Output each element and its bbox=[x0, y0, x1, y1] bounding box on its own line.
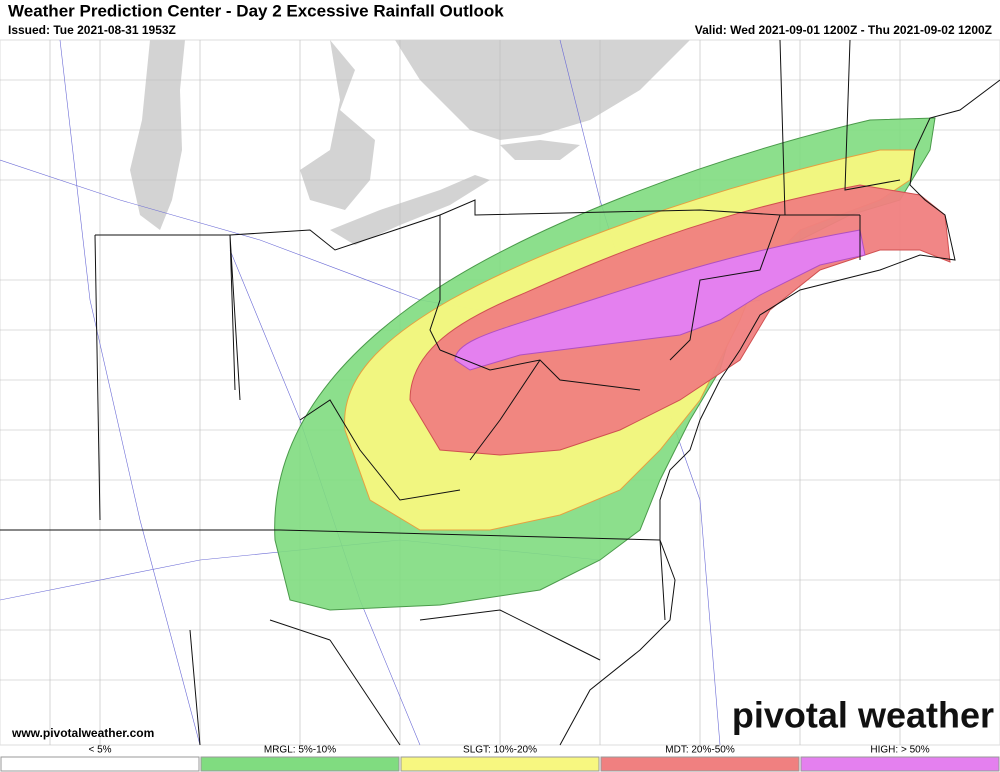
legend-label: MRGL: 5%-10% bbox=[264, 745, 336, 756]
website: www.pivotalweather.com bbox=[11, 726, 154, 740]
lake bbox=[330, 175, 490, 245]
legend-swatch bbox=[800, 756, 1000, 772]
legend-swatch bbox=[600, 756, 800, 772]
legend-label: MDT: 20%-50% bbox=[665, 745, 735, 756]
map bbox=[0, 39, 1000, 746]
legend-label: < 5% bbox=[88, 745, 111, 756]
lake bbox=[500, 140, 580, 160]
lake bbox=[130, 40, 185, 230]
legend-swatch bbox=[200, 756, 400, 772]
valid: Valid: Wed 2021-09-01 1200Z - Thu 2021-0… bbox=[695, 23, 992, 37]
legend-label: SLGT: 10%-20% bbox=[463, 745, 537, 756]
coastline bbox=[559, 79, 1000, 746]
legend-swatch bbox=[0, 756, 200, 772]
title: Weather Prediction Center - Day 2 Excess… bbox=[8, 1, 504, 20]
legend: < 5% MRGL: 5%-10% SLGT: 10%-20% MDT: 20%-50… bbox=[0, 745, 1000, 772]
legend-label: HIGH: > 50% bbox=[870, 745, 929, 756]
issued: Issued: Tue 2021-08-31 1953Z bbox=[8, 23, 176, 37]
high-area bbox=[454, 229, 866, 371]
brand: pivotal weather bbox=[732, 695, 994, 736]
lake bbox=[250, 40, 375, 210]
lake bbox=[395, 40, 690, 140]
legend-swatch bbox=[400, 756, 600, 772]
state-lines bbox=[0, 39, 901, 746]
